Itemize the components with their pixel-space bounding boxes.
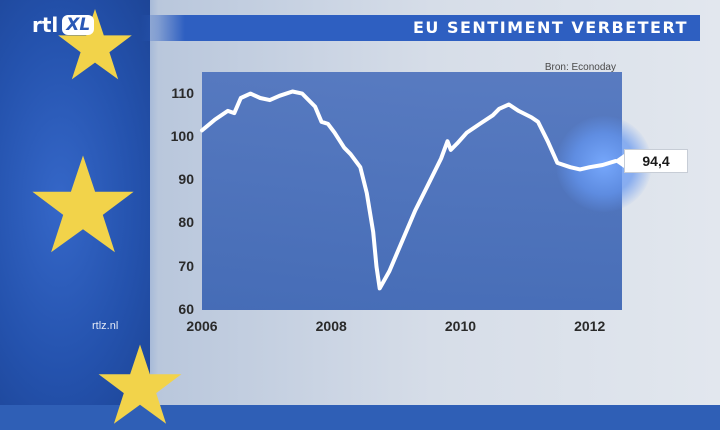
eu-star-icon bbox=[98, 344, 182, 424]
chart-title: EU SENTIMENT VERBETERT bbox=[412, 18, 688, 37]
source-label: Bron: Econoday bbox=[544, 62, 616, 73]
y-tick-label: 80 bbox=[178, 214, 194, 231]
y-tick-label: 60 bbox=[178, 301, 194, 317]
title-bar bbox=[140, 15, 700, 41]
eu-flag-background bbox=[0, 0, 182, 424]
eu-star-icon bbox=[32, 155, 134, 253]
x-tick-label: 2012 bbox=[574, 318, 606, 334]
watermark-url: rtlz.nl bbox=[92, 320, 119, 332]
line-chart bbox=[200, 89, 618, 291]
y-tick-label: 90 bbox=[178, 171, 194, 188]
y-tick-label: 100 bbox=[170, 127, 194, 144]
x-tick-label: 2006 bbox=[186, 318, 218, 334]
logo-text: rtl bbox=[32, 13, 59, 37]
logo-badge: XL bbox=[62, 15, 95, 35]
y-tick-label: 110 bbox=[171, 84, 194, 101]
series-line bbox=[200, 89, 618, 291]
value-callout-arrow bbox=[614, 154, 624, 169]
plot-area bbox=[202, 72, 622, 310]
y-tick-label: 70 bbox=[178, 257, 194, 274]
x-tick-label: 2008 bbox=[315, 318, 347, 334]
last-value-callout: 94,4 bbox=[624, 149, 688, 174]
x-tick-label: 2010 bbox=[444, 318, 477, 334]
rtl-logo: rtl XL bbox=[32, 10, 124, 40]
eu-star-icon bbox=[58, 9, 132, 80]
